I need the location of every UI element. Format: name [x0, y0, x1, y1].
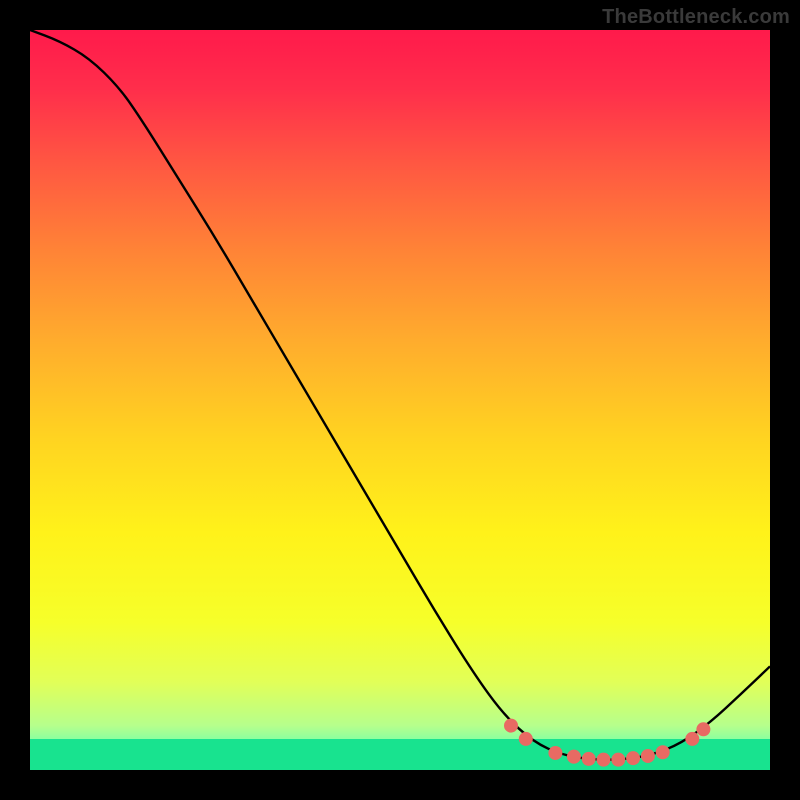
curve-marker	[582, 752, 596, 766]
curve-marker	[504, 719, 518, 733]
curve-marker	[611, 753, 625, 767]
plot-area	[30, 30, 770, 770]
curve-marker	[597, 753, 611, 767]
curve-marker	[519, 732, 533, 746]
watermark-text: TheBottleneck.com	[602, 6, 790, 29]
chart-frame: TheBottleneck.com	[0, 0, 800, 800]
curve-marker	[548, 746, 562, 760]
curve-marker	[696, 722, 710, 736]
curve-marker	[641, 749, 655, 763]
curve-marker	[685, 732, 699, 746]
curve-line	[30, 30, 770, 760]
bottleneck-curve	[30, 30, 770, 770]
curve-marker	[626, 751, 640, 765]
curve-marker	[656, 745, 670, 759]
curve-marker	[567, 750, 581, 764]
